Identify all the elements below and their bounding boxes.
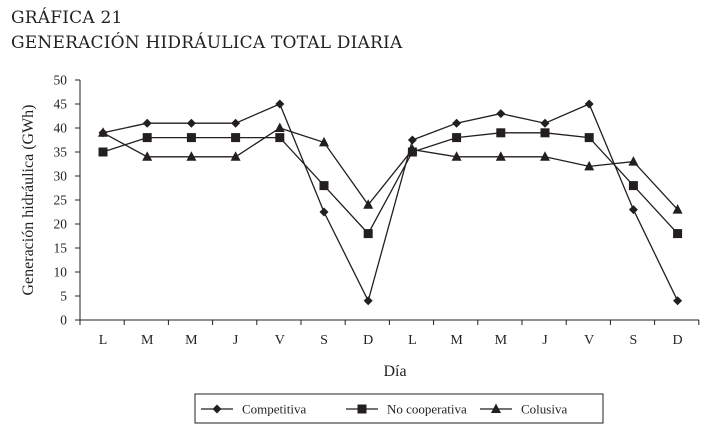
data-point-colusiva — [230, 151, 241, 161]
legend-label-no-cooperativa: No cooperativa — [387, 402, 467, 417]
x-tick-label: J — [542, 333, 548, 348]
y-tick-label: 0 — [60, 313, 67, 328]
x-tick-label: S — [630, 333, 638, 348]
data-point-colusiva — [319, 136, 329, 147]
x-tick-label: M — [450, 333, 463, 348]
data-point-colusiva — [451, 151, 462, 161]
y-tick-label: 30 — [54, 169, 68, 184]
data-point-competitiva — [319, 207, 329, 217]
data-point-no-cooperativa — [319, 181, 329, 191]
legend-box — [194, 393, 604, 424]
data-point-no-cooperativa — [231, 133, 241, 143]
x-tick-label: V — [584, 333, 594, 348]
y-axis-label: Generación hidráulica (GWh) — [20, 104, 37, 295]
x-tick-label: V — [275, 333, 285, 348]
data-point-no-cooperativa — [540, 128, 550, 138]
legend: Competitiva No cooperativa Colusiva — [194, 393, 604, 424]
series-line-competitiva — [102, 103, 679, 303]
data-point-competitiva — [363, 296, 373, 306]
data-point-no-cooperativa — [186, 133, 196, 143]
chart-title-line1: GRÁFICA 21 — [11, 8, 123, 28]
data-point-colusiva — [274, 122, 285, 132]
data-point-no-cooperativa — [673, 229, 683, 239]
data-point-colusiva — [363, 199, 374, 209]
x-tick-label: D — [673, 333, 683, 348]
y-tick-label: 50 — [54, 73, 68, 88]
series-competitiva — [98, 99, 683, 306]
data-point-no-cooperativa — [584, 133, 594, 143]
legend-marker-competitiva — [212, 404, 222, 414]
data-point-no-cooperativa — [142, 133, 152, 143]
x-tick-label: M — [141, 333, 154, 348]
data-point-no-cooperativa — [98, 147, 108, 157]
x-tick-label: L — [408, 333, 417, 348]
y-tick-label: 10 — [54, 265, 68, 280]
legend-label-competitiva: Competitiva — [242, 402, 307, 417]
legend-item-no-cooperativa: No cooperativa — [346, 402, 467, 417]
legend-item-colusiva: Colusiva — [480, 402, 567, 417]
data-point-competitiva — [231, 118, 241, 128]
series-line-colusiva — [102, 127, 679, 211]
y-axis-ticks: 0 5 10 15 20 25 30 35 40 45 50 — [54, 73, 80, 328]
chart-axes — [79, 80, 699, 321]
series-group — [98, 99, 683, 306]
data-point-colusiva — [540, 151, 550, 161]
y-tick-label: 35 — [54, 145, 68, 160]
data-point-competitiva — [584, 99, 594, 109]
data-point-colusiva — [142, 151, 153, 161]
data-point-colusiva — [407, 144, 418, 154]
data-point-competitiva — [142, 118, 152, 128]
chart-title-line2: GENERACIÓN HIDRÁULICA TOTAL DIARIA — [11, 33, 403, 53]
legend-label-colusiva: Colusiva — [521, 402, 567, 417]
data-point-competitiva — [452, 118, 462, 128]
data-point-no-cooperativa — [496, 128, 506, 138]
x-tick-label: S — [320, 333, 328, 348]
x-tick-label: M — [185, 333, 198, 348]
x-tick-label: J — [233, 333, 239, 348]
series-colusiva — [98, 122, 683, 214]
x-tick-label: L — [99, 333, 108, 348]
data-point-colusiva — [672, 204, 683, 214]
data-point-no-cooperativa — [363, 229, 373, 239]
data-point-colusiva — [98, 127, 108, 137]
y-tick-label: 25 — [54, 193, 68, 208]
data-point-competitiva — [496, 109, 506, 119]
data-point-colusiva — [186, 151, 197, 161]
x-tick-label: M — [495, 333, 508, 348]
x-axis-label: Día — [383, 363, 406, 380]
legend-marker-colusiva — [491, 403, 501, 413]
legend-item-competitiva: Competitiva — [201, 402, 307, 417]
data-point-colusiva — [628, 156, 639, 166]
data-point-competitiva — [628, 205, 638, 215]
y-tick-label: 15 — [54, 241, 68, 256]
data-point-colusiva — [495, 151, 506, 161]
data-point-colusiva — [584, 160, 595, 171]
data-point-competitiva — [275, 99, 285, 109]
data-point-no-cooperativa — [628, 181, 638, 191]
series-line-no-cooperativa — [102, 132, 679, 235]
y-tick-label: 45 — [54, 97, 68, 112]
x-tick-label: D — [363, 333, 373, 348]
legend-marker-no-cooperativa — [357, 404, 367, 414]
data-point-competitiva — [407, 135, 417, 145]
y-tick-label: 20 — [54, 217, 68, 232]
data-point-no-cooperativa — [275, 133, 285, 143]
data-point-competitiva — [540, 118, 550, 128]
y-tick-label: 5 — [60, 289, 67, 304]
data-point-competitiva — [186, 118, 196, 128]
data-point-no-cooperativa — [452, 133, 462, 143]
data-point-competitiva — [673, 296, 683, 306]
y-tick-label: 40 — [54, 121, 68, 136]
